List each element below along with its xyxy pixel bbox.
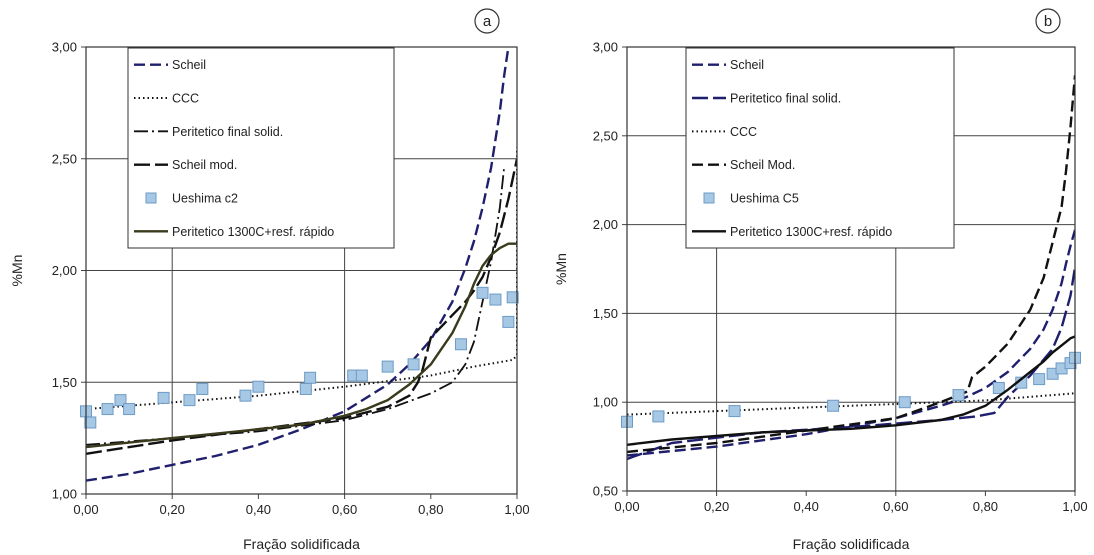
tick-label-x: 0,20 [160,502,185,517]
series-line [627,335,1075,446]
data-point [827,399,840,412]
tick-label-y: 3,00 [593,40,618,55]
legend-marker [703,192,715,204]
legend-label: Ueshima C5 [730,192,799,206]
tick-label-y: 1,00 [52,487,77,502]
data-point [299,382,312,395]
legend-box [685,47,955,249]
data-point [952,389,965,402]
series-line [627,229,1075,457]
series-line [627,75,1075,454]
legend-label: Peritetico 1300C+resf. rápido [730,225,892,239]
data-point [355,369,368,382]
tick-label-x: 0,60 [332,502,357,517]
tick-label-x: 0,60 [883,499,908,514]
legend-label: Peritetico 1300C+resf. rápido [172,225,334,239]
legend-label: Peritetico final solid. [730,92,841,106]
legend-box [127,47,395,249]
tick-label-y: 0,50 [593,484,618,499]
data-point [407,358,420,371]
chart-a: 0,00 0,20 0,40 0,60 0,80 1,00 1,00 1,50 2,00 2,50… [9,8,530,552]
tick-label-x: 0,40 [794,499,819,514]
tick-label-y: 1,00 [593,395,618,410]
series-line [86,242,517,449]
x-axis-label: Fração solidificada [793,536,910,552]
data-point [506,291,519,304]
legend-label: Scheil [730,58,764,72]
tick-label-y: 2,00 [52,263,77,278]
panel-badge-label: b [1044,13,1052,30]
data-point [489,293,502,306]
tick-label-x: 1,00 [1062,499,1087,514]
tick-label-y: 2,50 [52,151,77,166]
tick-label-x: 0,40 [246,502,271,517]
legend-marker [145,192,157,204]
tick-label-y: 1,50 [52,375,77,390]
legend-label: Scheil Mod. [730,158,795,172]
data-point [652,410,665,423]
tick-label-x: 0,00 [614,499,639,514]
chart-b: 0,00 0,20 0,40 0,60 0,80 1,00 0,50 1,00 1,50 2,00… [553,8,1088,552]
series-line [86,147,517,411]
data-point [157,391,170,404]
data-point [898,396,911,409]
plot-frame [626,46,1076,492]
tick-label-x: 0,80 [973,499,998,514]
data-point [728,405,741,418]
y-axis-label: %Mn [9,255,25,287]
panel-badge [474,8,500,34]
data-point [502,315,515,328]
data-point [123,403,136,416]
tick-label-y: 1,50 [593,306,618,321]
legend-label: CCC [730,125,757,139]
tick-label-x: 0,00 [73,502,98,517]
y-axis-label: %Mn [553,253,569,285]
series-line [627,392,1075,416]
data-point [239,389,252,402]
panel-badge [1035,8,1061,34]
data-point [454,338,467,351]
tick-label-x: 0,80 [418,502,443,517]
data-point [252,380,265,393]
series-line [627,267,1075,461]
data-point [114,394,127,407]
tick-label-x: 0,20 [704,499,729,514]
tick-label-y: 2,00 [593,217,618,232]
data-point [84,416,97,429]
legend: Scheil Peritetico final solid. CCC Scheil M… [685,47,955,249]
tick-label-y: 3,00 [52,40,77,55]
legend: Scheil CCC Peritetico final solid. Scheil m… [127,47,395,249]
data-point [992,381,1005,394]
legend-label: Scheil mod. [172,158,237,172]
legend-label: Scheil [172,58,206,72]
tick-label-x: 1,00 [504,502,529,517]
data-point [1033,373,1046,386]
series-line [86,167,505,446]
data-point [196,382,209,395]
data-point [476,286,489,299]
legend-label: Ueshima c2 [172,192,238,206]
panel-badge-label: a [483,13,492,30]
data-point [101,403,114,416]
tick-label-y: 2,50 [593,128,618,143]
x-axis-label: Fração solidificada [243,536,360,552]
data-point [304,371,317,384]
legend-label: Peritetico final solid. [172,125,283,139]
data-point [381,360,394,373]
legend-label: CCC [172,92,199,106]
data-point [183,394,196,407]
plot-frame [85,46,518,495]
